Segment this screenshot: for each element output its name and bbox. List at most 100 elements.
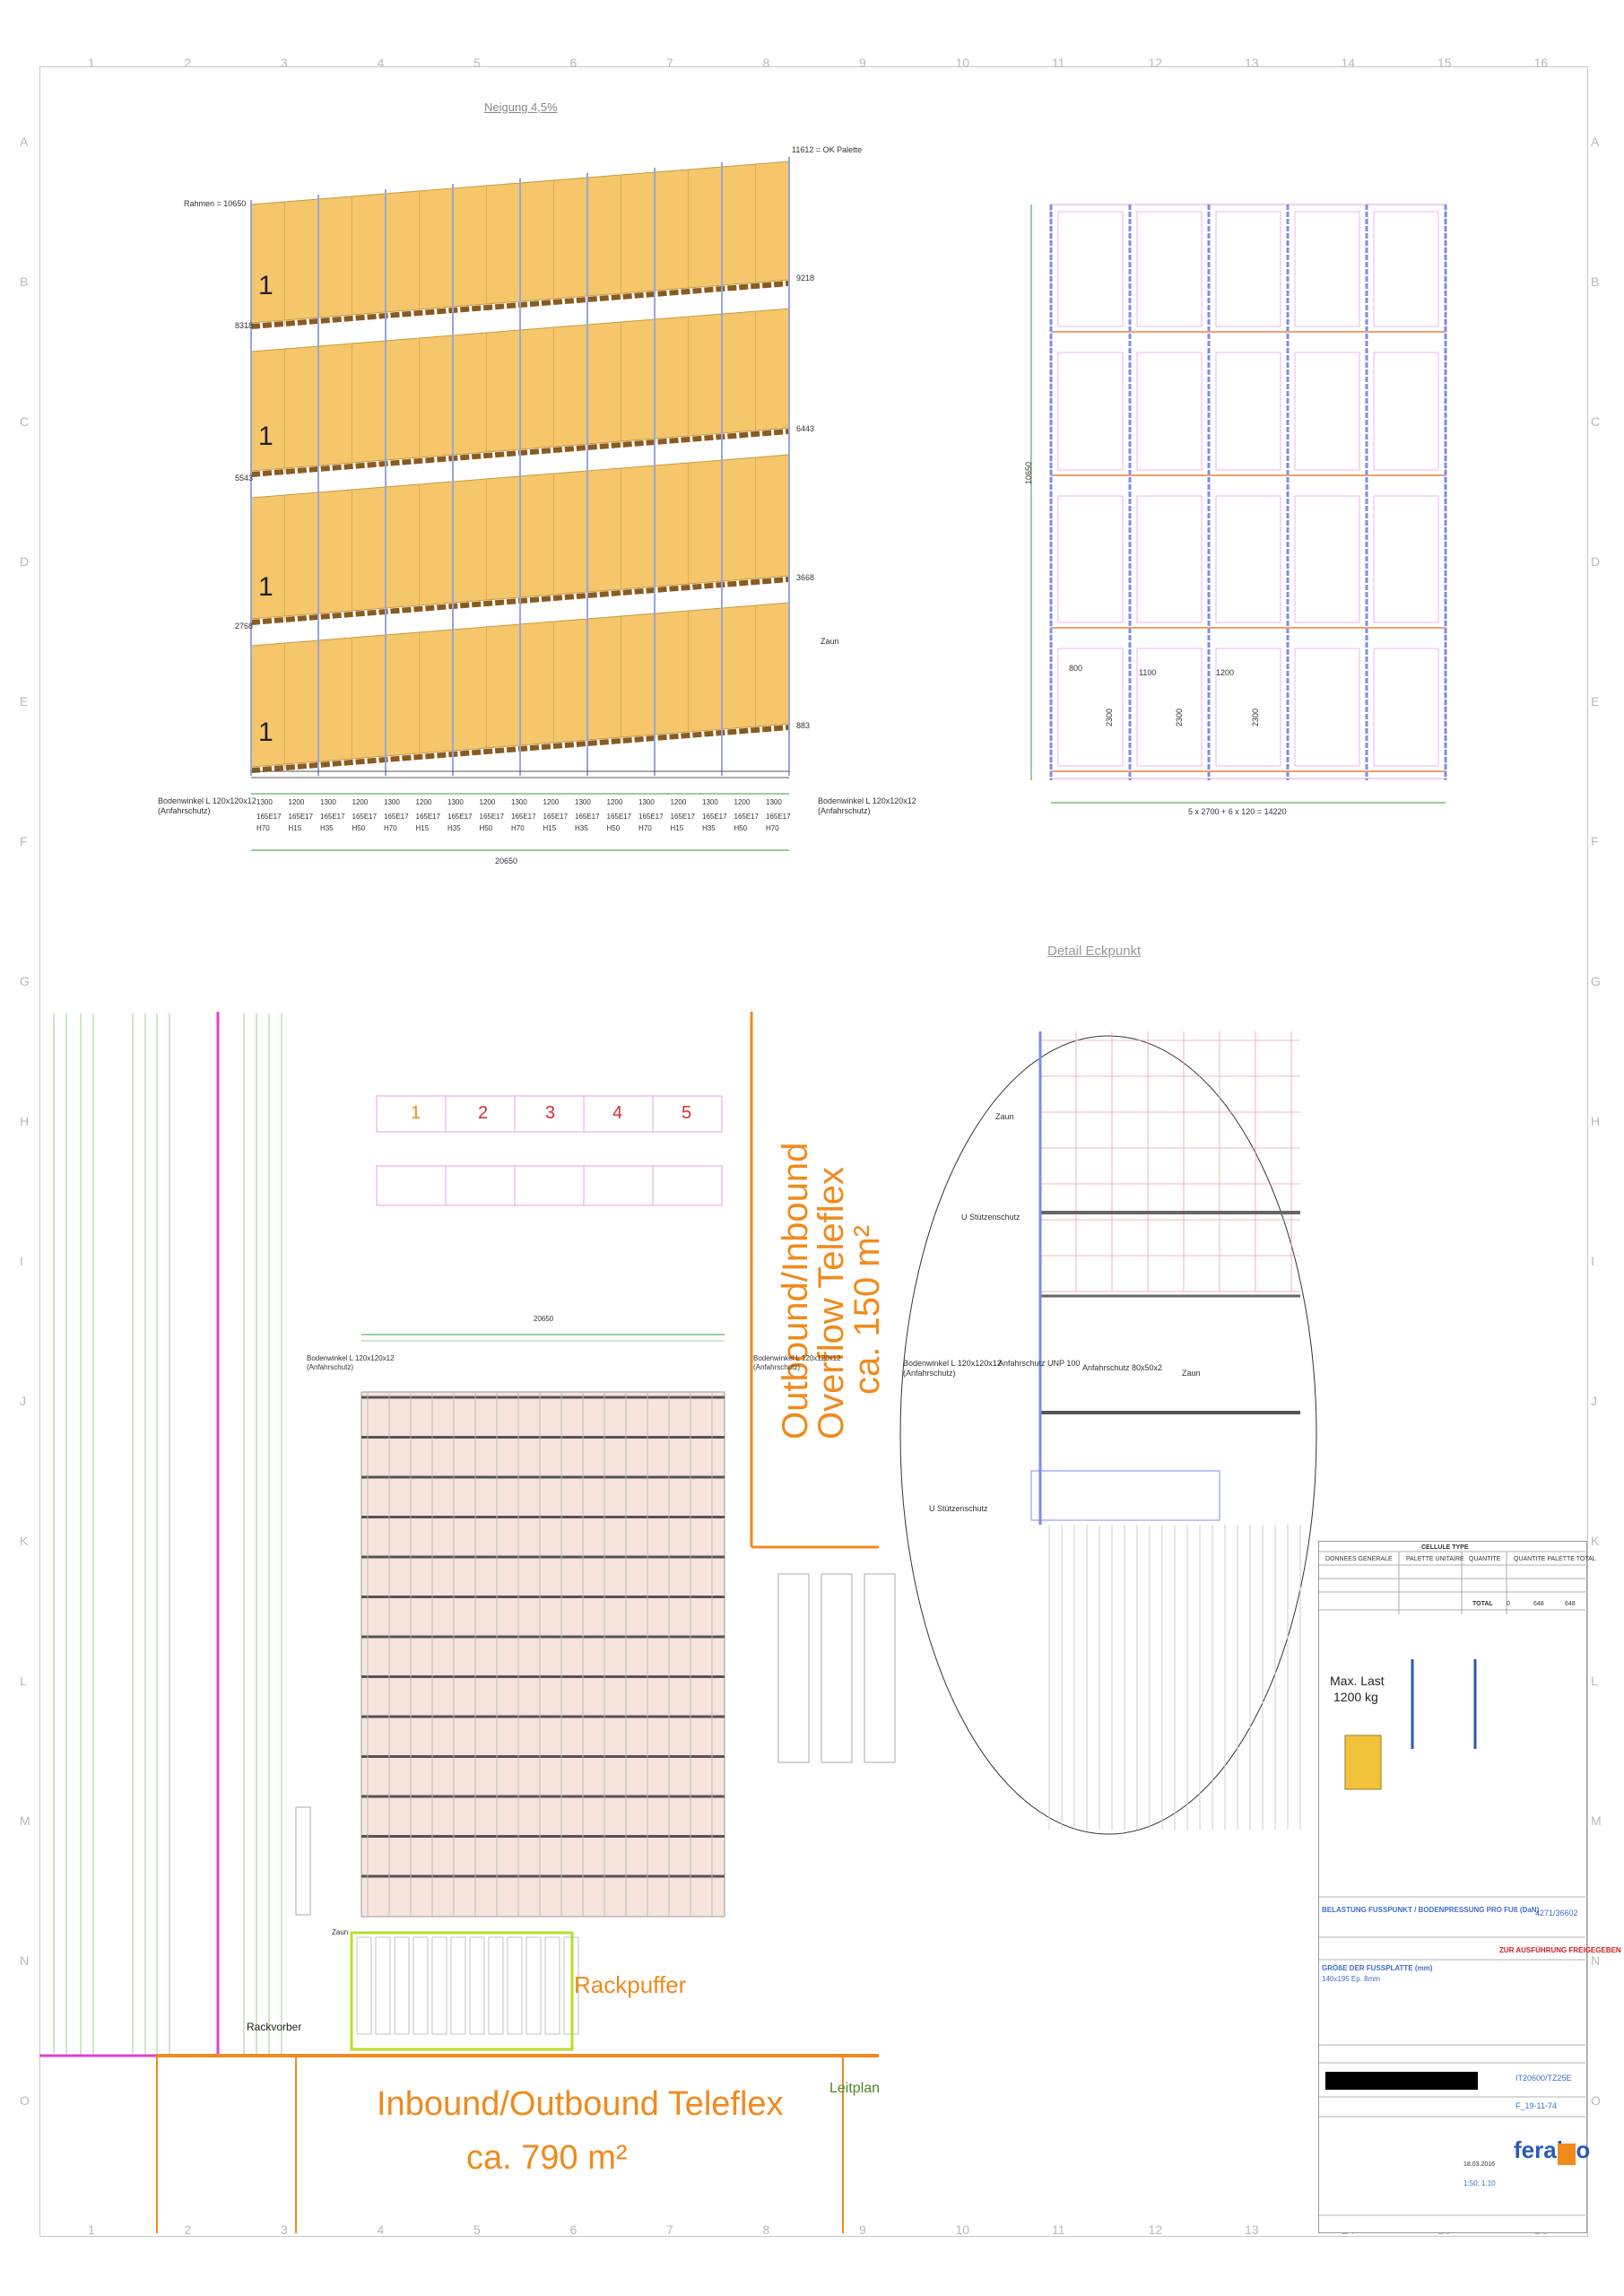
level-left-3: 2768 — [235, 622, 254, 631]
ruler-mark: 14 — [1341, 56, 1356, 70]
bay-dim-text: 1300 — [766, 798, 782, 806]
ruler-mark: 15 — [1437, 56, 1452, 70]
ruler-mark: H — [1591, 1114, 1601, 1128]
bay-dim-text: H70 — [766, 824, 779, 832]
top-label: 11612 = OK Palette — [792, 145, 863, 154]
side-pallet — [1373, 211, 1439, 327]
ruler-mark: 4 — [377, 56, 385, 70]
puffer-slot — [544, 1936, 560, 2035]
rack-block — [360, 1391, 725, 1918]
side-view — [1030, 204, 1447, 804]
bay-dim-text: 165E17 — [447, 813, 473, 821]
plan-angle-left-sub: (Anfahrschutz) — [307, 1363, 354, 1371]
total-row-label: TOTAL — [1472, 1601, 1493, 1607]
level-left-1: 8318 — [235, 321, 254, 330]
ruler-mark: 6 — [569, 56, 578, 70]
ruler-mark: 13 — [1245, 2222, 1259, 2237]
table-title: CELLULE TYPE — [1421, 1544, 1469, 1551]
angle-left-label: Bodenwinkel L 120x120x12 — [158, 796, 256, 805]
footplate-label: GRÖßE DER FUSSPLATTE (mm) — [1322, 1964, 1433, 1972]
level-marker-1: 1 — [258, 271, 274, 300]
ruler-mark: J — [1591, 1394, 1597, 1408]
side-pallet — [1057, 211, 1124, 327]
detail-label-angle-sub: (Anfahrschutz) — [903, 1369, 956, 1378]
ruler-mark: G — [1591, 974, 1601, 988]
bay-dim-text: H70 — [511, 824, 525, 832]
bay-dim-text: 1300 — [320, 798, 336, 806]
side-pallet — [1057, 352, 1124, 471]
rackvorber-unit — [295, 1806, 311, 1916]
bay-dim-text: 1300 — [702, 798, 718, 806]
bay-dim-text: H70 — [256, 824, 270, 832]
puffer-slot — [469, 1936, 485, 2035]
ruler-mark: 11 — [1052, 2222, 1065, 2237]
side-pallet — [1057, 648, 1124, 767]
ruler-mark: K — [20, 1534, 29, 1548]
bay-dim-text: 165E17 — [702, 813, 727, 821]
bay-dim-text: 1300 — [256, 798, 273, 806]
puffer-slot — [507, 1936, 523, 2035]
ruler-mark: 2 — [184, 56, 192, 70]
ruler-mark: E — [20, 694, 29, 709]
teleflex-rack — [864, 1573, 896, 1763]
bay-dim-text: H15 — [288, 824, 302, 832]
side-dim-1: 800 — [1069, 664, 1083, 673]
bay-dim-text: H70 — [638, 824, 652, 832]
ruler-mark: A — [20, 135, 29, 149]
detail-label-stuetzenschutz-2: U Stützenschutz — [929, 1504, 988, 1513]
side-total: 5 x 2700 + 6 x 120 = 14220 — [1188, 807, 1287, 816]
ruler-mark: B — [1591, 274, 1600, 289]
fence-label: Zaun — [821, 637, 839, 646]
side-pallet — [1215, 495, 1281, 623]
puffer-slot — [356, 1936, 372, 2035]
leitplan-label: Leitplan — [829, 2081, 881, 2096]
level-right-4: 883 — [796, 721, 811, 730]
side-pallet — [1373, 648, 1439, 767]
side-pallet — [1215, 648, 1281, 767]
ruler-mark: 5 — [473, 2222, 481, 2237]
bay-dim-text: 1300 — [511, 798, 527, 806]
puffer-slot — [563, 1936, 579, 2035]
ruler-mark: 2 — [184, 2222, 192, 2237]
side-pallet — [1373, 352, 1439, 471]
bay-dim-text: 165E17 — [575, 813, 600, 821]
bay-dim-text: H50 — [606, 824, 621, 832]
puffer-slot — [450, 1936, 466, 2035]
ruler-mark: 1 — [88, 56, 95, 70]
bay-dim-text: H35 — [575, 824, 588, 832]
level-right-2: 6443 — [796, 424, 815, 433]
side-pallet — [1136, 352, 1203, 471]
bay-dim-text: 165E17 — [415, 813, 441, 821]
table-header-4: QUANTITE PALETTE TOTAL — [1514, 1556, 1596, 1562]
redacted-block — [1325, 2072, 1478, 2090]
side-pallet — [1215, 211, 1281, 327]
bay-dim-text: 1300 — [447, 798, 464, 806]
ruler-mark: L — [20, 1674, 27, 1688]
teleflex-rack — [821, 1573, 853, 1763]
ruler-mark: 12 — [1148, 56, 1163, 70]
ruler-mark: O — [1591, 2093, 1601, 2108]
bay-dim-text: H70 — [384, 824, 397, 832]
bay-dim-text: H50 — [352, 824, 366, 832]
bay-dim-text: 165E17 — [384, 813, 409, 821]
puffer-slot — [488, 1936, 504, 2035]
ruler-mark: L — [1591, 1674, 1598, 1688]
ruler-mark: F — [1591, 834, 1599, 848]
table-header-2: PALETTE UNITAIRE — [1406, 1556, 1464, 1562]
side-pallet — [1373, 495, 1439, 623]
detail-circle — [899, 1035, 1317, 1835]
side-pallet — [1136, 495, 1203, 623]
detail-label-angle: Bodenwinkel L 120x120x12 — [903, 1359, 1002, 1368]
plan-zaun: Zaun — [332, 1928, 349, 1936]
side-pallet — [1136, 648, 1203, 767]
ruler-mark: 13 — [1245, 56, 1259, 70]
ruler-mark: I — [20, 1254, 23, 1268]
overflow-label-1: Outbound/Inbound — [776, 1142, 815, 1439]
bay-number-5: 5 — [682, 1103, 692, 1123]
plan-angle-right: Bodenwinkel L 120x120x12 — [753, 1354, 841, 1362]
level-left-2: 5543 — [235, 474, 254, 483]
ruler-mark: A — [1591, 135, 1600, 149]
puffer-slot — [413, 1936, 429, 2035]
plan-total-top: 20650 — [534, 1315, 554, 1323]
